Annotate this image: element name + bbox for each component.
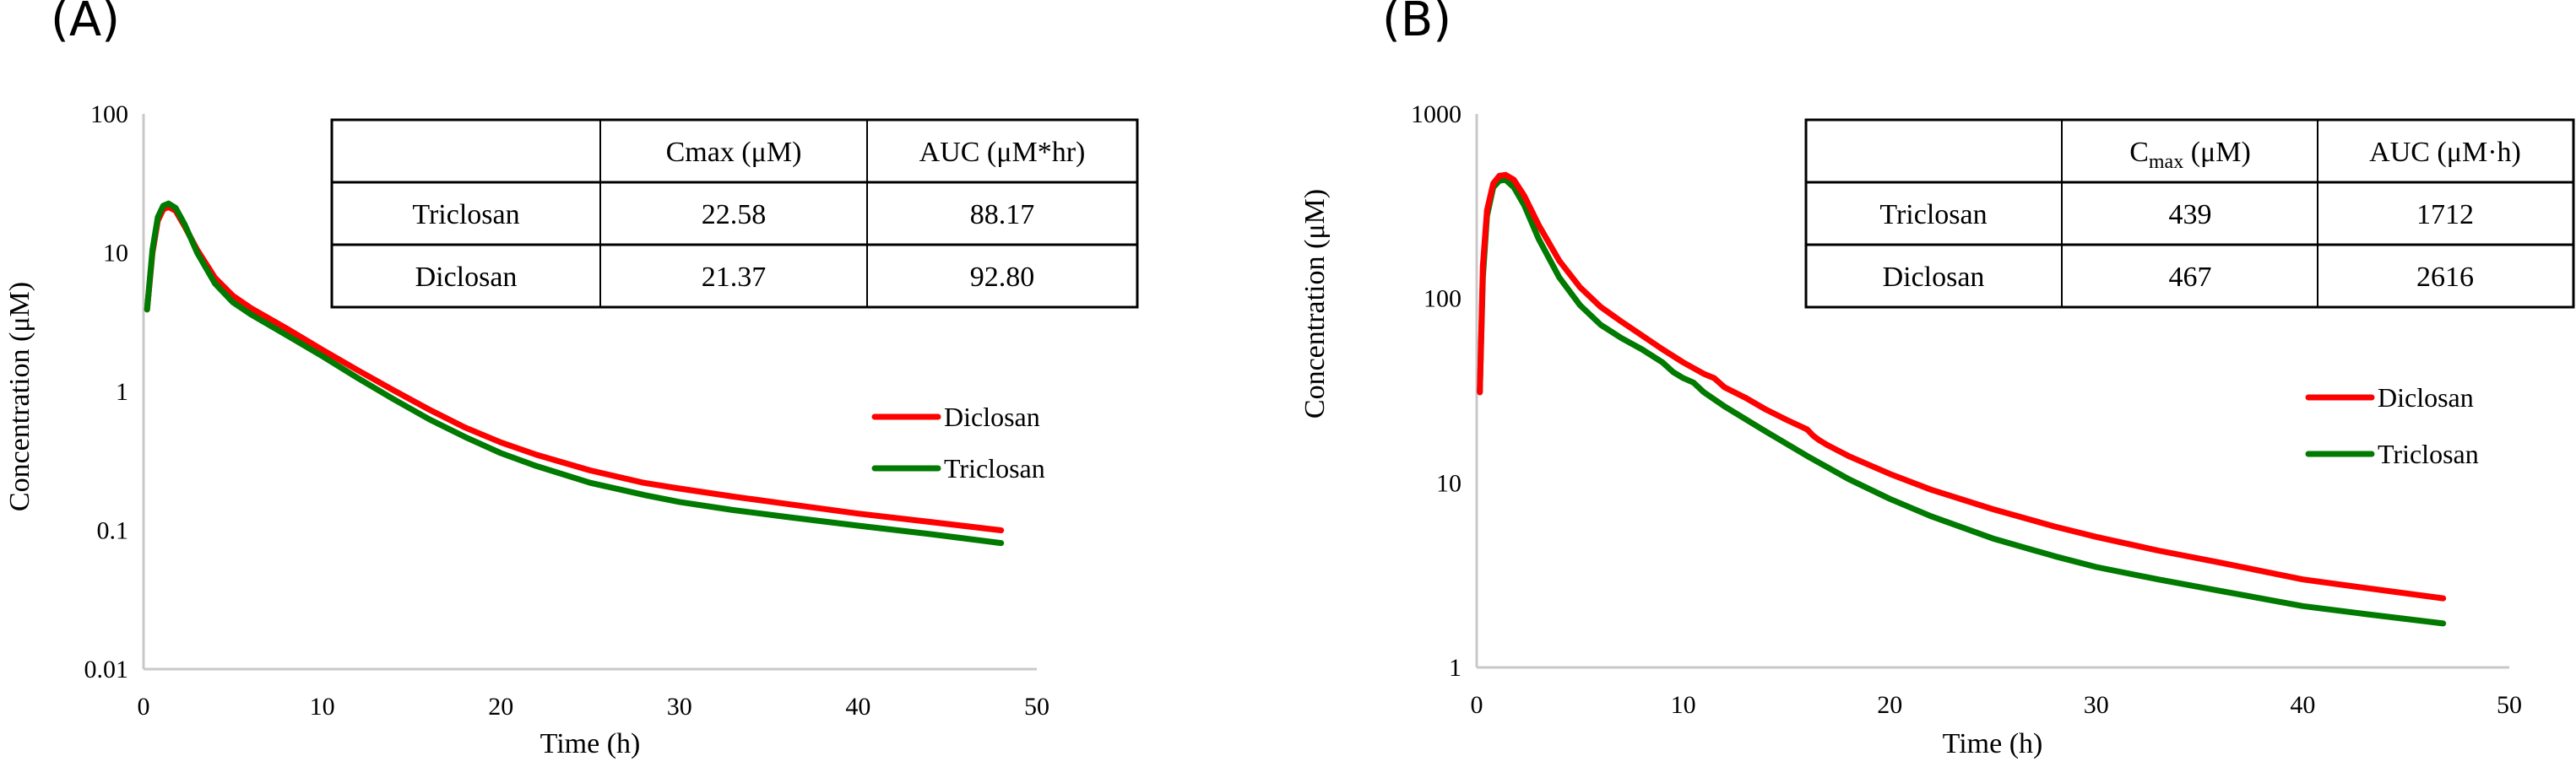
x-tick-label: 0	[1471, 691, 1483, 719]
plot-area-b: 1 10 100 1000 0 10 20 30 40 50	[1411, 100, 2522, 719]
legend-b: Diclosan Triclosan	[2305, 382, 2479, 469]
stats-table-b: Cmax (μM) AUC (μM·h) Triclosan 439 1712 …	[1804, 118, 2575, 309]
table-cell: 92.80	[970, 262, 1035, 293]
table-header-auc: AUC (μM*hr)	[919, 137, 1086, 168]
series-a	[144, 200, 1005, 547]
y-tick-label: 1	[1449, 654, 1462, 682]
y-tick-labels-a: 0.01 0.1 1 10 100	[84, 100, 129, 683]
series-b	[1477, 171, 2447, 627]
table-cell: Triclosan	[1879, 199, 1987, 230]
cmax-subscript: max	[2149, 151, 2183, 173]
panel-a: (A) 0.01 0.1 1 10 100 0 10 20 30 40 50 Time (h) C…	[4, 0, 1139, 759]
x-tick-label: 30	[667, 693, 692, 721]
y-tick-label: 100	[1424, 285, 1462, 313]
plot-area-a: 0.01 0.1 1 10 100 0 10 20 30 40 50	[84, 100, 1050, 721]
legend-label-diclosan: Diclosan	[2378, 382, 2474, 413]
panel-label-b: (B)	[1382, 0, 1451, 47]
legend-label-triclosan: Triclosan	[944, 453, 1045, 483]
y-tick-label: 1	[116, 378, 128, 406]
x-tick-labels-a: 0 10 20 30 40 50	[138, 693, 1050, 721]
table-cell: Triclosan	[412, 199, 519, 230]
y-axis-title-b: Concentration (μM)	[1299, 189, 1331, 419]
x-tick-label: 20	[488, 693, 513, 721]
panel-b: (B) 1 10 100 1000 0 10 20 30 40 50 Time (h) Conc…	[1299, 0, 2575, 759]
x-tick-label: 30	[2084, 691, 2109, 719]
x-tick-label: 50	[1024, 693, 1049, 721]
x-tick-label: 10	[310, 693, 335, 721]
table-cell: 1712	[2416, 199, 2474, 230]
legend-label-triclosan: Triclosan	[2378, 439, 2479, 469]
x-tick-label: 50	[2497, 691, 2522, 719]
legend-a: Diclosan Triclosan	[871, 402, 1045, 483]
table-border-b	[1804, 118, 2575, 309]
table-cell: 467	[2169, 262, 2212, 293]
table-border-a	[330, 118, 1139, 309]
y-tick-label: 0.1	[97, 517, 129, 545]
y-axis-title-a: Concentration (μM)	[4, 282, 35, 511]
cmax-unit: (μM)	[2183, 137, 2251, 168]
y-tick-labels-b: 1 10 100 1000	[1411, 100, 1462, 682]
x-tick-label: 40	[2290, 691, 2315, 719]
y-tick-label: 0.01	[84, 656, 129, 683]
table-cell: 21.37	[702, 262, 767, 293]
stats-table-a: Cmax (μM) AUC (μM*hr) Triclosan 22.58 88…	[330, 118, 1139, 309]
legend-label-diclosan: Diclosan	[944, 402, 1040, 432]
table-cell: 88.17	[970, 199, 1035, 230]
table-header-cmax: Cmax (μM)	[2129, 137, 2251, 173]
panel-label-a: (A)	[51, 0, 120, 47]
y-tick-label: 10	[1436, 469, 1462, 497]
x-tick-labels-b: 0 10 20 30 40 50	[1471, 691, 2523, 719]
table-cell: Diclosan	[415, 262, 518, 293]
x-axis-title-b: Time (h)	[1943, 728, 2043, 759]
x-tick-label: 40	[845, 693, 870, 721]
series-line-diclosan	[1477, 171, 2447, 602]
table-cell: 439	[2169, 199, 2212, 230]
y-tick-label: 10	[103, 240, 128, 267]
table-cell: Diclosan	[1883, 262, 1985, 293]
table-header-cmax: Cmax (μM)	[666, 137, 802, 168]
x-tick-label: 20	[1877, 691, 1902, 719]
cmax-main: C	[2129, 137, 2149, 168]
y-tick-label: 1000	[1411, 100, 1462, 128]
series-line-triclosan	[1477, 176, 2447, 627]
table-cell: 22.58	[702, 199, 767, 230]
table-cell: 2616	[2416, 262, 2474, 293]
y-tick-label: 100	[90, 100, 128, 128]
series-line-triclosan	[144, 200, 1005, 547]
x-tick-label: 10	[1671, 691, 1696, 719]
x-axis-title-a: Time (h)	[540, 728, 641, 759]
table-header-auc: AUC (μM·h)	[2369, 137, 2521, 168]
x-tick-label: 0	[138, 693, 150, 721]
